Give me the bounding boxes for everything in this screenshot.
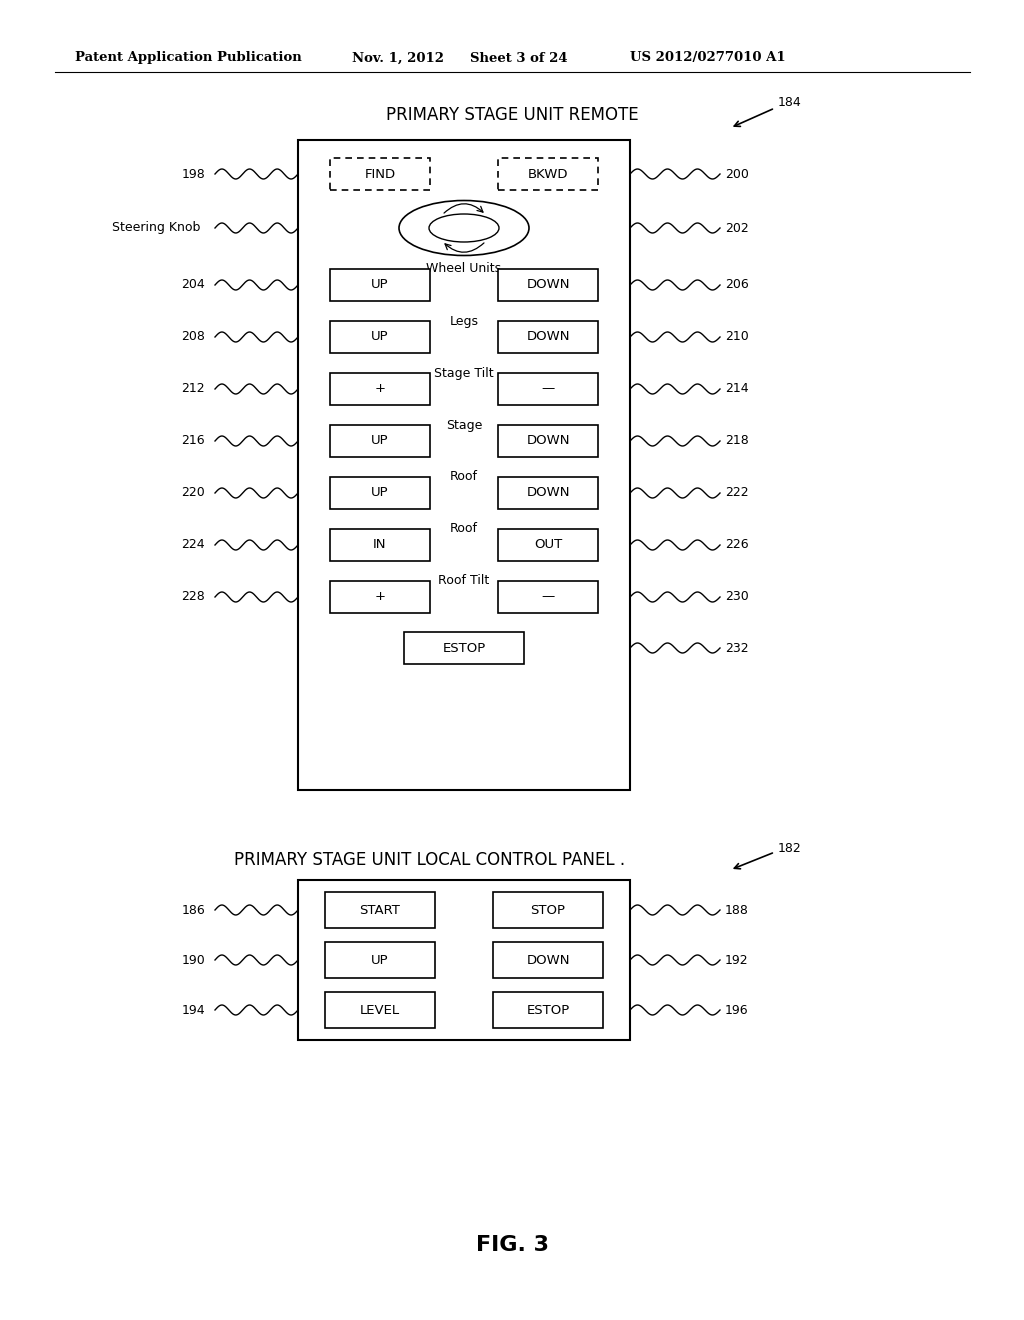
Text: START: START — [359, 903, 400, 916]
Text: DOWN: DOWN — [526, 434, 569, 447]
Text: UP: UP — [371, 434, 389, 447]
Bar — [330, 321, 430, 352]
Bar — [330, 425, 430, 457]
Bar — [330, 529, 430, 561]
Text: 228: 228 — [181, 590, 205, 603]
Text: 188: 188 — [725, 903, 749, 916]
Text: 212: 212 — [181, 383, 205, 396]
Bar — [498, 321, 598, 352]
Text: IN: IN — [374, 539, 387, 552]
Bar — [498, 529, 598, 561]
Text: 230: 230 — [725, 590, 749, 603]
Bar — [330, 158, 430, 190]
Text: 226: 226 — [725, 539, 749, 552]
Text: Legs: Legs — [450, 314, 478, 327]
Text: 194: 194 — [181, 1003, 205, 1016]
Text: Stage: Stage — [445, 418, 482, 432]
Text: 202: 202 — [725, 222, 749, 235]
Text: Roof: Roof — [450, 523, 478, 536]
Text: DOWN: DOWN — [526, 953, 569, 966]
Bar — [298, 140, 630, 789]
Text: 208: 208 — [181, 330, 205, 343]
Text: FIND: FIND — [365, 168, 395, 181]
Text: +: + — [375, 383, 385, 396]
Text: 220: 220 — [181, 487, 205, 499]
Text: Wheel Units: Wheel Units — [426, 263, 502, 276]
Text: 198: 198 — [181, 168, 205, 181]
Text: Stage Tilt: Stage Tilt — [434, 367, 494, 380]
Bar — [404, 632, 524, 664]
Text: LEVEL: LEVEL — [360, 1003, 400, 1016]
Bar — [325, 942, 435, 978]
Bar — [498, 477, 598, 510]
Text: —: — — [542, 590, 555, 603]
Text: DOWN: DOWN — [526, 487, 569, 499]
Text: Steering Knob: Steering Knob — [112, 222, 200, 235]
Text: 218: 218 — [725, 434, 749, 447]
Bar — [298, 880, 630, 1040]
Bar — [498, 425, 598, 457]
Text: 232: 232 — [725, 642, 749, 655]
Bar — [498, 581, 598, 612]
Text: 216: 216 — [181, 434, 205, 447]
Bar — [330, 269, 430, 301]
Text: UP: UP — [371, 330, 389, 343]
Bar — [330, 477, 430, 510]
Text: Roof Tilt: Roof Tilt — [438, 574, 489, 587]
Text: ESTOP: ESTOP — [442, 642, 485, 655]
Text: Sheet 3 of 24: Sheet 3 of 24 — [470, 51, 567, 65]
Text: UP: UP — [371, 953, 389, 966]
Bar — [325, 892, 435, 928]
Text: ESTOP: ESTOP — [526, 1003, 569, 1016]
Text: 184: 184 — [778, 96, 802, 110]
Bar — [493, 993, 603, 1028]
Text: FIG. 3: FIG. 3 — [475, 1236, 549, 1255]
Bar — [498, 269, 598, 301]
Text: 214: 214 — [725, 383, 749, 396]
Text: 192: 192 — [725, 953, 749, 966]
Text: Nov. 1, 2012: Nov. 1, 2012 — [352, 51, 444, 65]
Text: 196: 196 — [725, 1003, 749, 1016]
Text: UP: UP — [371, 279, 389, 292]
Text: PRIMARY STAGE UNIT LOCAL CONTROL PANEL .: PRIMARY STAGE UNIT LOCAL CONTROL PANEL . — [234, 851, 626, 869]
Text: 190: 190 — [181, 953, 205, 966]
Bar — [493, 942, 603, 978]
Bar — [498, 374, 598, 405]
Text: PRIMARY STAGE UNIT REMOTE: PRIMARY STAGE UNIT REMOTE — [386, 106, 638, 124]
Text: 206: 206 — [725, 279, 749, 292]
Text: 222: 222 — [725, 487, 749, 499]
Text: 186: 186 — [181, 903, 205, 916]
Bar — [330, 374, 430, 405]
Text: 210: 210 — [725, 330, 749, 343]
Bar — [498, 158, 598, 190]
Text: Patent Application Publication: Patent Application Publication — [75, 51, 302, 65]
Text: DOWN: DOWN — [526, 330, 569, 343]
Text: 224: 224 — [181, 539, 205, 552]
Bar — [493, 892, 603, 928]
Text: US 2012/0277010 A1: US 2012/0277010 A1 — [630, 51, 785, 65]
Text: 204: 204 — [181, 279, 205, 292]
Text: —: — — [542, 383, 555, 396]
Text: OUT: OUT — [534, 539, 562, 552]
Text: 182: 182 — [778, 842, 802, 854]
Text: STOP: STOP — [530, 903, 565, 916]
Text: DOWN: DOWN — [526, 279, 569, 292]
Bar — [325, 993, 435, 1028]
Text: 200: 200 — [725, 168, 749, 181]
Text: +: + — [375, 590, 385, 603]
Text: Roof: Roof — [450, 470, 478, 483]
Ellipse shape — [429, 214, 499, 242]
Text: UP: UP — [371, 487, 389, 499]
Text: BKWD: BKWD — [527, 168, 568, 181]
Ellipse shape — [399, 201, 529, 256]
Bar — [330, 581, 430, 612]
